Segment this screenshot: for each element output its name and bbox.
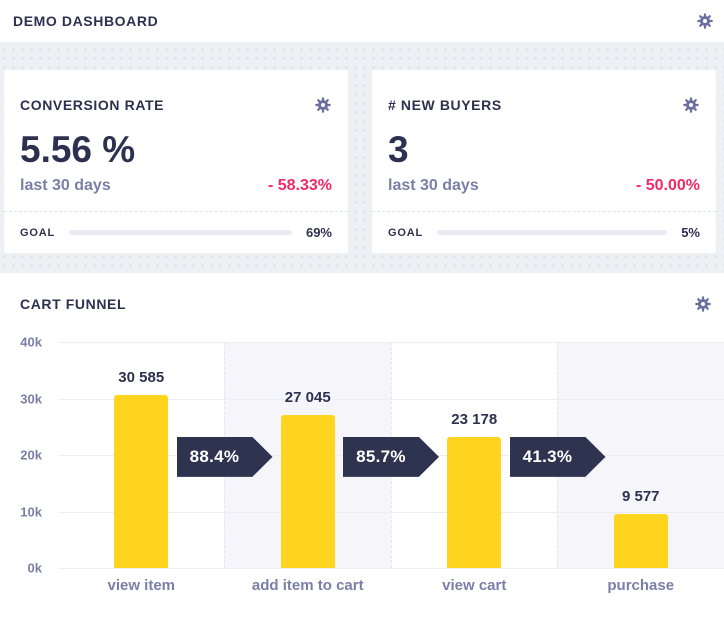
funnel-bar[interactable] bbox=[280, 415, 335, 568]
card-title: CONVERSION RATE bbox=[20, 97, 165, 113]
funnel-title: CART FUNNEL bbox=[20, 296, 127, 312]
y-axis: 40k 30k 20k 10k 0k bbox=[0, 335, 48, 576]
metric-value: 3 bbox=[388, 129, 409, 170]
metric-cards-row: CONVERSION RATE 5.56 % last 30 days - 58… bbox=[4, 70, 716, 253]
goal-label: GOAL bbox=[20, 226, 55, 239]
cart-funnel-chart: 40k 30k 20k 10k 0k 30 585 27 045 23 178 9 577 88… bbox=[0, 335, 724, 594]
y-axis-tick[interactable]: 30k bbox=[20, 391, 42, 406]
bar-value-label[interactable]: 23 178 bbox=[451, 411, 498, 429]
conversion-badge[interactable]: 41.3% bbox=[509, 436, 606, 477]
gridline[interactable] bbox=[58, 398, 724, 400]
funnel-column[interactable]: 23 178 bbox=[391, 342, 558, 568]
x-axis-label[interactable]: view item bbox=[107, 577, 176, 594]
funnel-column[interactable]: 9 577 bbox=[558, 342, 724, 568]
x-axis: view item add item to cart view cart purcha… bbox=[58, 577, 724, 594]
x-axis-label[interactable]: add item to cart bbox=[251, 577, 364, 594]
goal-progress-track bbox=[68, 230, 292, 235]
metric-period: last 30 days bbox=[388, 177, 479, 194]
funnel-bar[interactable] bbox=[447, 437, 502, 568]
goal-percent: 5% bbox=[681, 225, 700, 240]
conversion-rate-card: CONVERSION RATE 5.56 % last 30 days - 58… bbox=[4, 70, 348, 253]
funnel-bar[interactable] bbox=[114, 395, 169, 568]
goal-progress-track bbox=[436, 230, 668, 235]
dashboard-header: DEMO DASHBOARD bbox=[0, 0, 724, 42]
cart-funnel-panel: CART FUNNEL 40k 30k 20k 10k 0k 30 585 27 045 2… bbox=[0, 273, 724, 627]
bar-value-label[interactable]: 27 045 bbox=[284, 389, 331, 407]
gridline[interactable] bbox=[58, 511, 724, 513]
y-axis-tick[interactable]: 40k bbox=[20, 334, 42, 350]
metric-period: last 30 days bbox=[20, 177, 111, 194]
page-title: DEMO DASHBOARD bbox=[13, 13, 159, 29]
funnel-column[interactable]: 30 585 bbox=[58, 342, 225, 568]
x-axis-label[interactable]: view cart bbox=[442, 577, 507, 594]
goal-label: GOAL bbox=[388, 226, 423, 239]
funnel-plot: 30 585 27 045 23 178 9 577 88.4% 85.7% 41.3% bbox=[58, 342, 724, 569]
x-axis-label[interactable]: purchase bbox=[607, 577, 675, 594]
funnel-bar[interactable] bbox=[613, 513, 668, 568]
funnel-column[interactable]: 27 045 bbox=[225, 342, 392, 568]
card-settings-gear-icon[interactable] bbox=[314, 96, 332, 114]
metric-value: 5.56 % bbox=[20, 129, 136, 170]
plot-columns[interactable]: 30 585 27 045 23 178 9 577 bbox=[58, 342, 724, 568]
y-axis-tick[interactable]: 20k bbox=[20, 447, 42, 463]
gridline[interactable] bbox=[58, 342, 724, 343]
dashboard-settings-gear-icon[interactable] bbox=[696, 12, 714, 30]
new-buyers-card: # NEW BUYERS 3 last 30 days - 50.00% GOA… bbox=[372, 70, 716, 253]
goal-percent: 69% bbox=[305, 225, 332, 240]
metric-change: - 50.00% bbox=[635, 177, 700, 194]
goal-row: GOAL 69% bbox=[4, 211, 348, 253]
y-axis-tick[interactable]: 10k bbox=[20, 504, 42, 519]
y-axis-tick[interactable]: 0k bbox=[27, 560, 42, 576]
card-title: # NEW BUYERS bbox=[388, 97, 502, 113]
bar-value-label[interactable]: 9 577 bbox=[621, 487, 660, 505]
metric-change: - 58.33% bbox=[267, 177, 332, 194]
bar-value-label[interactable]: 30 585 bbox=[118, 369, 165, 387]
goal-row: GOAL 5% bbox=[372, 211, 716, 253]
funnel-settings-gear-icon[interactable] bbox=[694, 295, 712, 313]
gridline[interactable] bbox=[58, 568, 724, 569]
conversion-badge[interactable]: 88.4% bbox=[176, 436, 273, 477]
conversion-badge[interactable]: 85.7% bbox=[343, 436, 439, 477]
card-settings-gear-icon[interactable] bbox=[682, 96, 700, 114]
